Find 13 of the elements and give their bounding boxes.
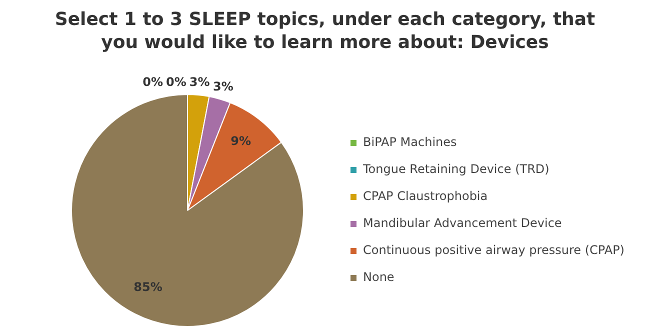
data-label: 3%	[213, 80, 234, 94]
text: 0%	[166, 75, 186, 90]
data-label: 3%	[189, 75, 210, 90]
legend-label: Tongue Retaining Device (TRD)	[362, 162, 550, 176]
legend-label: BiPAP Machines	[363, 135, 457, 150]
legend-label: CPAP Claustrophobia	[363, 189, 488, 204]
chart-title: Select 1 to 3 SLEEP topics, under each category, that you would like to learn more about: Devices	[54, 8, 596, 55]
text: 0%	[142, 75, 163, 90]
data-label: 9%	[230, 134, 252, 148]
data-label: 85%	[134, 280, 162, 294]
legend-label: Mandibular Advancement Device	[363, 216, 562, 230]
legend-label: Continuous positive airway pressure (CPAP)	[363, 243, 624, 258]
legend-label: None	[363, 270, 394, 284]
